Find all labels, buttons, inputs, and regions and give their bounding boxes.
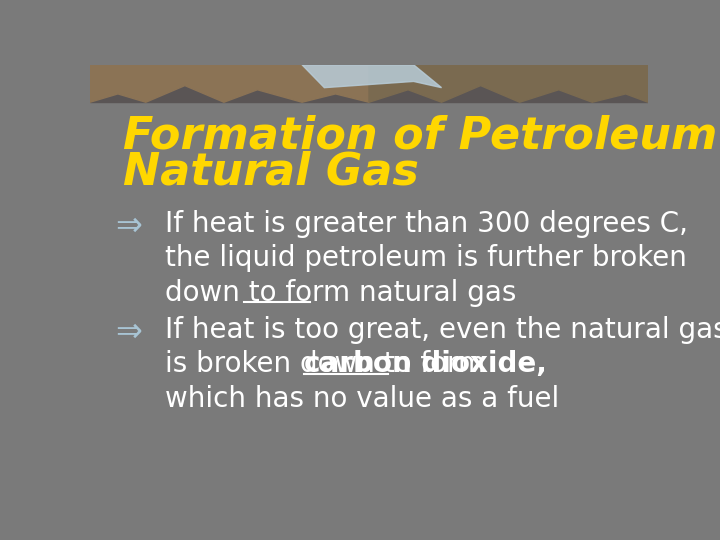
Text: the liquid petroleum is further broken: the liquid petroleum is further broken [166,245,687,272]
Text: Formation of Petroleum and: Formation of Petroleum and [124,114,720,158]
Text: If heat is too great, even the natural gas: If heat is too great, even the natural g… [166,316,720,345]
Polygon shape [302,65,441,87]
Bar [90,65,648,102]
Text: Natural Gas: Natural Gas [124,150,419,193]
Text: which has no value as a fuel: which has no value as a fuel [166,384,559,413]
Text: ⇒: ⇒ [115,210,142,241]
Text: carbon dioxide,: carbon dioxide, [304,350,546,379]
Text: is broken down to form: is broken down to form [166,350,495,379]
Text: down to form natural gas: down to form natural gas [166,279,517,307]
Text: If heat is greater than 300 degrees C,: If heat is greater than 300 degrees C, [166,210,688,238]
Text: ⇒: ⇒ [115,316,142,347]
Polygon shape [369,65,648,102]
Polygon shape [90,65,369,102]
